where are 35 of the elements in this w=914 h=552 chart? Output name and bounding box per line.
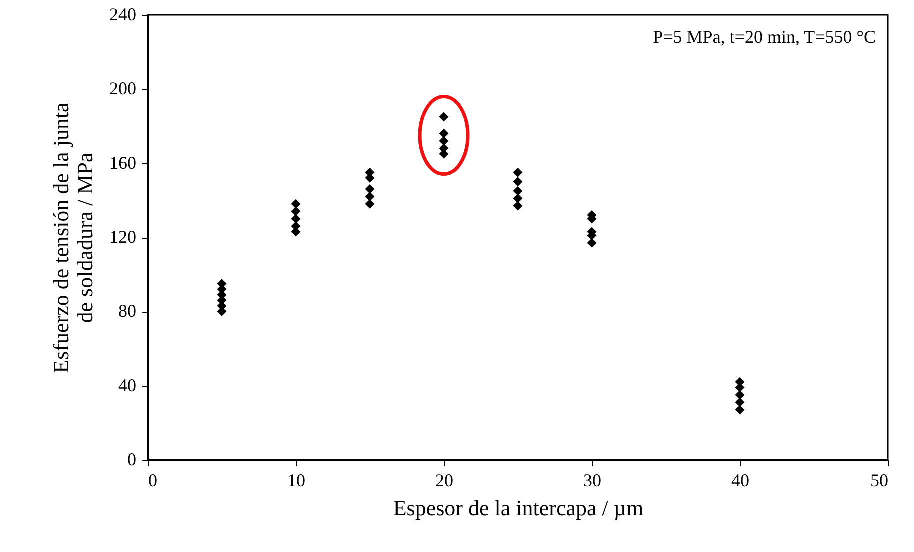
annotation: P=5 MPa, t=20 min, T=550 °C bbox=[653, 27, 876, 47]
y-tick-label: 240 bbox=[110, 4, 136, 24]
point bbox=[365, 184, 375, 194]
point bbox=[291, 199, 301, 209]
point bbox=[291, 206, 301, 216]
point bbox=[439, 112, 449, 122]
y-tick-label: 80 bbox=[118, 301, 136, 322]
point bbox=[513, 194, 523, 204]
point bbox=[735, 398, 745, 408]
point bbox=[513, 186, 523, 196]
x-tick-label: 50 bbox=[870, 470, 888, 490]
x-tick-label: 40 bbox=[732, 470, 750, 490]
point bbox=[513, 177, 523, 187]
x-tick-label: 20 bbox=[436, 470, 454, 490]
y-tick-label: 0 bbox=[128, 450, 136, 470]
y-tick-label: 160 bbox=[110, 152, 136, 173]
point bbox=[513, 201, 523, 211]
text: de soldadura / MPa bbox=[72, 152, 98, 324]
point bbox=[365, 199, 375, 209]
text: Esfuerzo de tensión de la junta bbox=[48, 102, 74, 374]
y-tick-label: 40 bbox=[118, 375, 136, 396]
point bbox=[513, 168, 523, 178]
point bbox=[291, 214, 301, 224]
y-tick-label: 200 bbox=[110, 78, 136, 99]
x-tick-label: 0 bbox=[148, 470, 158, 490]
point bbox=[735, 390, 745, 400]
point bbox=[439, 136, 449, 146]
x-tick-label: 10 bbox=[288, 470, 306, 490]
point bbox=[735, 405, 745, 415]
point bbox=[439, 128, 449, 138]
point bbox=[587, 238, 597, 248]
x-tick-label: 30 bbox=[584, 470, 602, 490]
point bbox=[365, 192, 375, 202]
y-tick-label: 120 bbox=[110, 227, 136, 247]
x-axis-title: Espesor de la intercapa / µm bbox=[393, 496, 644, 520]
